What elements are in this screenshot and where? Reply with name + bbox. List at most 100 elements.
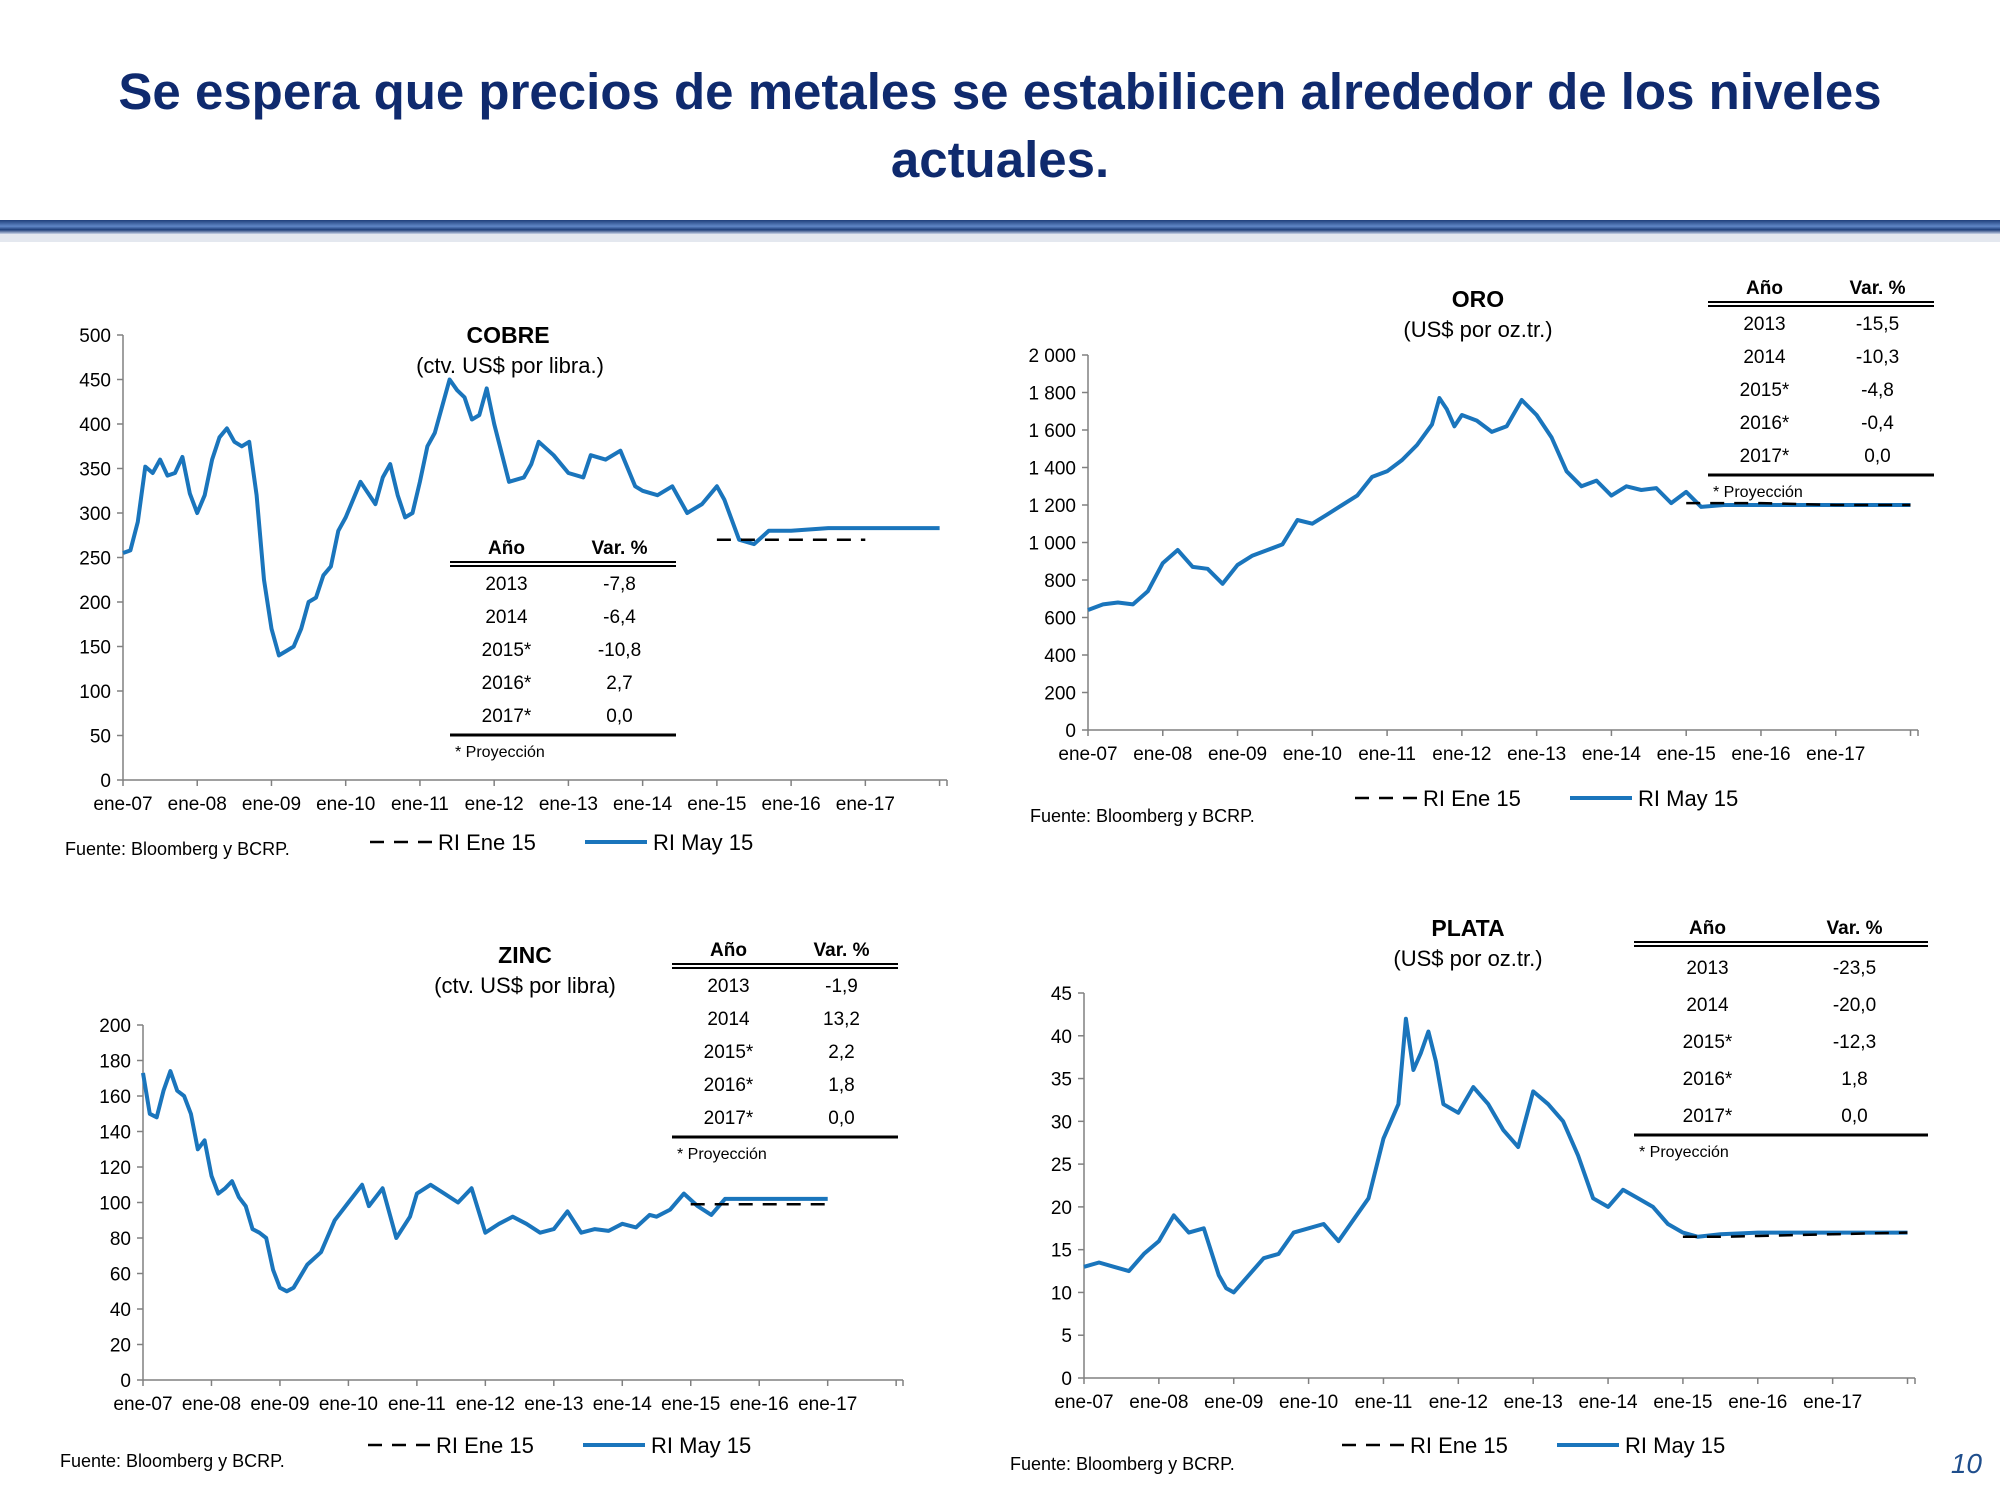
series-group <box>1083 1016 1908 1295</box>
table-cell-variation: 0,0 <box>1864 446 1890 467</box>
y-tick-label: 400 <box>1044 646 1076 667</box>
legend-label-ri-ene-15: RI Ene 15 <box>436 1433 534 1458</box>
series-line-ri-may-15 <box>1083 1016 1908 1295</box>
table-cell-variation: -1,9 <box>825 976 858 997</box>
table-cell-variation: -10,3 <box>1856 347 1899 368</box>
legend-label-ri-may-15: RI May 15 <box>1638 786 1738 811</box>
y-tick-label: 100 <box>79 682 111 703</box>
chart-subtitle: (US$ por oz.tr.) <box>1393 946 1542 971</box>
x-tick-label: ene-11 <box>391 794 449 815</box>
y-tick-label: 160 <box>99 1087 131 1108</box>
table-cell-year: 2013 <box>1686 958 1728 979</box>
x-tick-label: ene-13 <box>1504 1392 1563 1413</box>
table-cell-year: 2014 <box>707 1009 750 1030</box>
gold-chart: ORO (US$ por oz.tr.) 0 200 400 600 800 1 000 1… <box>1028 278 1934 826</box>
x-tick-label: ene-10 <box>316 794 375 815</box>
x-tick-label: ene-15 <box>1653 1392 1712 1413</box>
y-tick-label: 45 <box>1051 984 1072 1005</box>
y-tick-label: 1 600 <box>1028 421 1076 442</box>
x-tick-label: ene-08 <box>1129 1392 1188 1413</box>
y-tick-label: 40 <box>110 1300 131 1321</box>
legend-label-ri-may-15: RI May 15 <box>651 1433 751 1458</box>
y-tick-label: 140 <box>99 1123 131 1144</box>
table-cell-variation: 1,8 <box>828 1075 854 1096</box>
y-tick-label: 0 <box>1061 1369 1072 1390</box>
series-group <box>1087 396 1911 612</box>
y-tick-label: 450 <box>79 371 111 392</box>
series-line-ri-may-15 <box>141 1069 828 1294</box>
series-line-ri-ene-15 <box>1682 1231 1908 1239</box>
x-tick-label: ene-14 <box>593 1394 653 1415</box>
y-tick-label: 120 <box>99 1158 131 1179</box>
table-cell-year: 2016* <box>1683 1069 1733 1090</box>
table-header-variation: Var. % <box>1827 918 1883 939</box>
y-tick-label: 250 <box>79 549 111 570</box>
x-tick-label: ene-13 <box>524 1394 583 1415</box>
legend-label-ri-ene-15: RI Ene 15 <box>438 830 536 855</box>
table-cell-variation: -0,4 <box>1861 413 1894 434</box>
table-cell-variation: -23,5 <box>1833 958 1876 979</box>
source-note: Fuente: Bloomberg y BCRP. <box>65 839 290 859</box>
table-cell-variation: -6,4 <box>603 607 636 628</box>
x-tick-label: ene-15 <box>687 794 746 815</box>
x-tick-label: ene-09 <box>1208 744 1267 765</box>
source-note: Fuente: Bloomberg y BCRP. <box>1030 806 1255 826</box>
table-header-year: Año <box>1746 278 1783 299</box>
copper-chart: COBRE (ctv. US$ por libra.) 0 50 100 150 200… <box>65 322 948 859</box>
y-axis-ticks: 0 20 40 60 80 100 120 140 160 180 200 <box>99 1016 143 1392</box>
x-tick-label: ene-09 <box>242 794 301 815</box>
y-tick-label: 300 <box>79 504 111 525</box>
table-cell-variation: -4,8 <box>1861 380 1894 401</box>
silver-chart: PLATA (US$ por oz.tr.) 0 5 10 15 20 25 30 35 40 4… <box>1010 915 1928 1474</box>
table-cell-year: 2017* <box>482 706 532 727</box>
variation-table: Año Var. % 2013 -23,5 2014 -20,0 2015* -12,3 201… <box>1634 918 1928 1161</box>
zinc-chart: ZINC (ctv. US$ por libra) 0 20 40 60 80 100 12… <box>60 940 904 1471</box>
legend: RI Ene 15 RI May 15 <box>370 830 753 855</box>
chart-title: PLATA <box>1431 915 1504 941</box>
chart-title: COBRE <box>466 322 549 348</box>
x-axis-ticks: ene-07 ene-08 ene-09 ene-10 ene-11 ene-12 ene-… <box>1058 730 1919 765</box>
table-cell-year: 2015* <box>482 640 532 661</box>
table-header-variation: Var. % <box>1850 278 1906 299</box>
table-cell-year: 2015* <box>1683 1032 1733 1053</box>
table-cell-year: 2015* <box>704 1042 754 1063</box>
legend-label-ri-ene-15: RI Ene 15 <box>1410 1433 1508 1458</box>
chart-subtitle: (US$ por oz.tr.) <box>1403 317 1552 342</box>
y-tick-label: 200 <box>79 593 111 614</box>
y-tick-label: 600 <box>1044 609 1076 630</box>
y-tick-label: 30 <box>1051 1112 1072 1133</box>
x-tick-label: ene-15 <box>661 1394 720 1415</box>
source-note: Fuente: Bloomberg y BCRP. <box>60 1451 285 1471</box>
x-tick-label: ene-17 <box>836 794 895 815</box>
table-cell-variation: 13,2 <box>823 1009 860 1030</box>
x-tick-label: ene-16 <box>730 1394 789 1415</box>
table-footnote: * Proyección <box>677 1146 767 1163</box>
table-footnote: * Proyección <box>455 744 545 761</box>
table-cell-year: 2016* <box>704 1075 754 1096</box>
variation-table: Año Var. % 2013 -7,8 2014 -6,4 2015* -10,8 2016*… <box>450 538 676 761</box>
x-tick-label: ene-07 <box>113 1394 172 1415</box>
legend-label-ri-ene-15: RI Ene 15 <box>1423 786 1521 811</box>
x-tick-label: ene-07 <box>1054 1392 1113 1413</box>
table-cell-variation: -15,5 <box>1856 314 1899 335</box>
y-tick-label: 40 <box>1051 1027 1072 1048</box>
table-cell-year: 2017* <box>1740 446 1790 467</box>
x-tick-label: ene-16 <box>1728 1392 1787 1413</box>
page-number: 10 <box>1950 1448 1982 1479</box>
x-tick-label: ene-10 <box>1279 1392 1338 1413</box>
source-note: Fuente: Bloomberg y BCRP. <box>1010 1454 1235 1474</box>
y-tick-label: 60 <box>110 1265 131 1286</box>
table-cell-year: 2016* <box>482 673 532 694</box>
x-tick-label: ene-11 <box>388 1394 446 1415</box>
y-tick-label: 150 <box>79 638 111 659</box>
x-tick-label: ene-11 <box>1358 744 1416 765</box>
legend: RI Ene 15 RI May 15 <box>1342 1433 1725 1458</box>
series-line-ri-may-15 <box>122 377 940 658</box>
x-tick-label: ene-10 <box>319 1394 378 1415</box>
x-tick-label: ene-14 <box>1582 744 1642 765</box>
table-cell-year: 2014 <box>485 607 528 628</box>
y-tick-label: 10 <box>1051 1283 1072 1304</box>
table-cell-year: 2013 <box>485 574 527 595</box>
x-tick-label: ene-08 <box>182 1394 241 1415</box>
y-tick-label: 0 <box>100 771 111 792</box>
